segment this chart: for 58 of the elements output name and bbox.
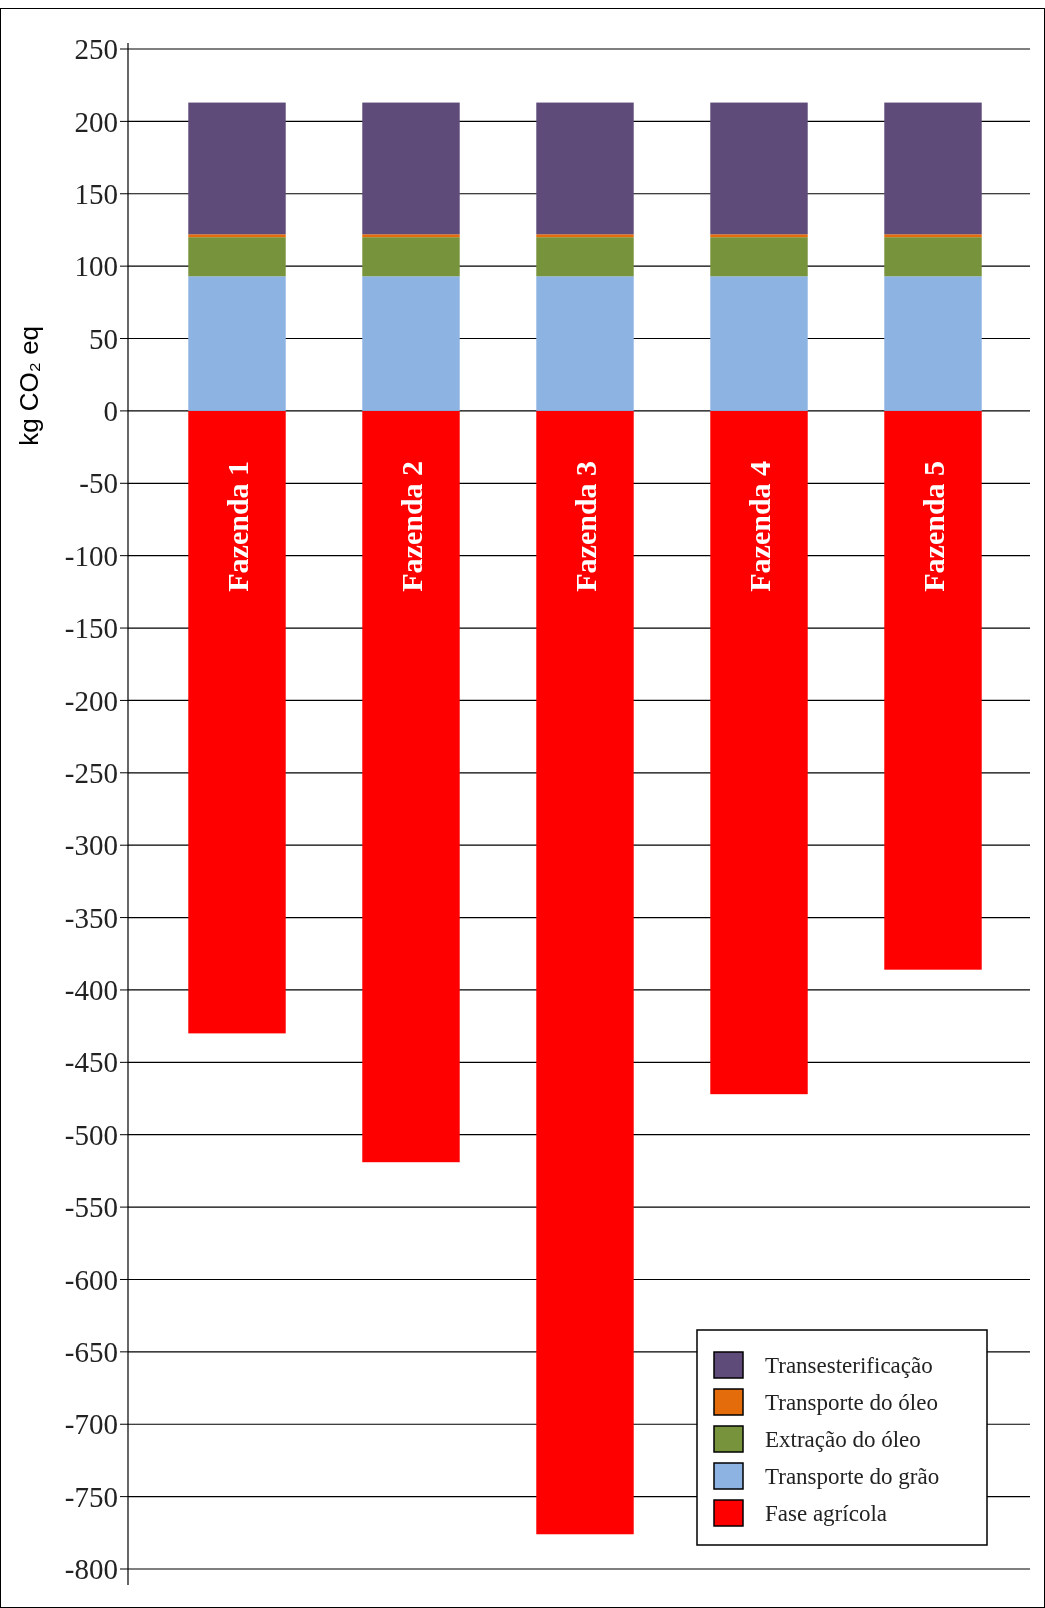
bar	[884, 237, 982, 277]
y-tick-label: 200	[74, 105, 118, 138]
bar	[710, 102, 808, 235]
y-tick-label: -450	[64, 1046, 118, 1079]
bar	[362, 410, 460, 1163]
x-tick-label: Fazenda 3	[568, 460, 602, 592]
legend-label: Extração do óleo	[765, 1427, 921, 1453]
bar	[884, 276, 982, 411]
y-tick-label: 100	[74, 250, 118, 283]
y-tick-label: -100	[64, 539, 118, 572]
bar	[362, 234, 460, 238]
x-tick-label: Fazenda 5	[916, 460, 950, 592]
bar	[884, 410, 982, 970]
bar	[536, 234, 634, 238]
bar	[884, 234, 982, 238]
bar	[362, 237, 460, 277]
x-tick-label: Fazenda 2	[394, 460, 428, 592]
bar	[710, 234, 808, 238]
bar	[884, 102, 982, 235]
y-tick-label: -650	[64, 1336, 118, 1369]
bar	[536, 276, 634, 411]
bar	[188, 237, 286, 277]
y-tick-label: -550	[64, 1191, 118, 1224]
bar	[536, 410, 634, 1535]
bar	[536, 102, 634, 235]
bar	[362, 102, 460, 235]
x-tick-label: Fazenda 1	[220, 460, 254, 592]
bar	[710, 276, 808, 411]
y-tick-label: -50	[79, 467, 118, 500]
y-tick-label: -800	[64, 1553, 118, 1586]
bar	[362, 276, 460, 411]
bar	[188, 102, 286, 235]
y-tick-label: -350	[64, 901, 118, 934]
y-tick-label: -400	[64, 974, 118, 1007]
y-tick-label: -200	[64, 684, 118, 717]
bar	[710, 410, 808, 1095]
y-tick-label: -250	[64, 756, 118, 789]
bar	[536, 237, 634, 277]
legend-label: Fase agrícola	[765, 1501, 887, 1527]
legend-label: Transporte do grão	[765, 1464, 940, 1490]
bar	[710, 237, 808, 277]
bar	[188, 234, 286, 238]
y-tick-label: -600	[64, 1263, 118, 1296]
y-tick-label: 250	[74, 33, 118, 66]
y-tick-label: -300	[64, 829, 118, 862]
bar	[188, 276, 286, 411]
y-tick-label: 50	[89, 322, 118, 355]
y-tick-label: 150	[74, 177, 118, 210]
y-tick-label: -150	[64, 612, 118, 645]
y-tick-label: -750	[64, 1480, 118, 1513]
y-tick-label: -700	[64, 1408, 118, 1441]
y-tick-label: -500	[64, 1118, 118, 1151]
legend-label: Transesterificação	[765, 1353, 933, 1379]
legend-label: Transporte do óleo	[765, 1390, 938, 1416]
y-tick-label: 0	[103, 395, 118, 428]
bar	[188, 410, 286, 1034]
x-tick-label: Fazenda 4	[742, 460, 776, 592]
y-axis-title: kg CO₂ eq	[14, 325, 44, 446]
